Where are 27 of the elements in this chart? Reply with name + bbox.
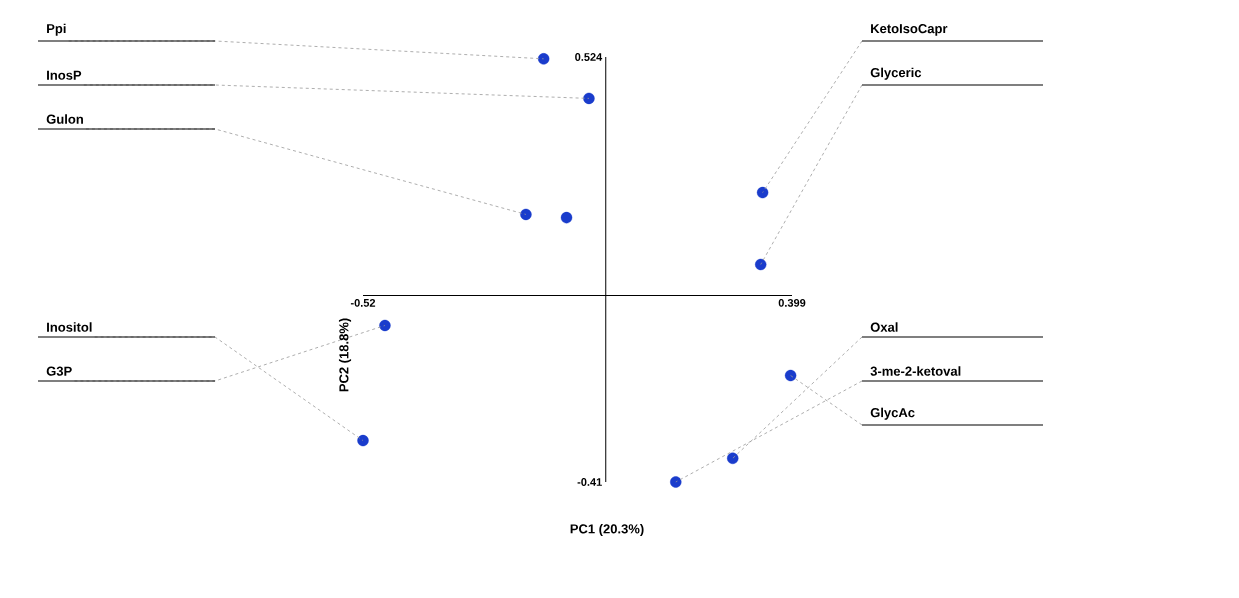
point <box>537 53 550 65</box>
annotation: G3P <box>46 366 72 376</box>
point <box>755 258 767 271</box>
annotation: Glyceric <box>870 67 922 80</box>
y-axis-title: PC2 (18.8%) <box>338 318 352 392</box>
annotation: InosP <box>47 70 82 80</box>
x-tick-label: 0.399 <box>778 298 806 307</box>
point <box>583 92 595 105</box>
annotation: Gulon <box>46 114 83 124</box>
point <box>727 452 739 465</box>
x-tick-label: -0.52 <box>350 298 376 307</box>
annotation: Ppi <box>47 23 66 36</box>
annotation: Oxal <box>870 322 898 332</box>
x-axis-title: PC1 (20.3%) <box>570 523 644 537</box>
annotation: GlycAc <box>870 407 915 420</box>
point <box>520 208 532 221</box>
point <box>670 476 682 488</box>
annotation: 3-me-2-ketoval <box>870 366 961 376</box>
point <box>756 186 769 199</box>
annotation: Inositol <box>47 322 92 332</box>
y-tick-label: 0.524 <box>575 53 603 61</box>
point <box>379 319 391 332</box>
y-tick-label: -0.41 <box>577 478 602 486</box>
annotation: KetoIsoCapr <box>871 24 948 36</box>
point <box>784 369 797 382</box>
point <box>357 434 369 447</box>
point <box>560 211 573 224</box>
